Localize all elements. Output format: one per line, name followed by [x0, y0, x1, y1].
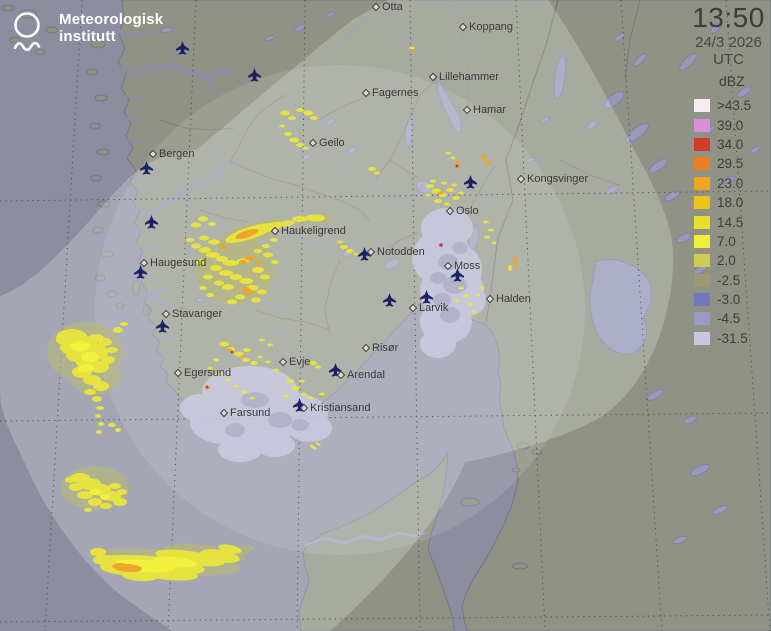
city-notodden: Notodden: [366, 246, 425, 258]
city-farsund: Farsund: [219, 407, 270, 419]
diamond-marker: [278, 357, 288, 367]
diamond-marker: [219, 408, 229, 418]
rivers-layer: [274, 0, 484, 361]
city-koppang: Koppang: [458, 21, 513, 33]
dbz-legend: dBZ >43.5 39.0 34.0 29.5 23.0 18.0 14.5 …: [694, 73, 751, 348]
diamond-marker: [308, 138, 318, 148]
legend-row: 34.0: [694, 135, 751, 154]
diamond-marker: [299, 403, 309, 413]
timezone-label: UTC: [713, 51, 744, 68]
diamond-marker: [408, 303, 418, 313]
diamond-marker: [361, 88, 371, 98]
legend-swatch: [694, 254, 710, 268]
diamond-marker: [139, 258, 149, 268]
airport-icon: [463, 174, 478, 189]
met-institute-logo: Meteorologisk institutt: [10, 9, 163, 57]
airport-icon: [144, 214, 159, 229]
met-logo-text: Meteorologisk institutt: [59, 11, 164, 45]
city-hamar: Hamar: [462, 104, 506, 116]
date-display: 24/3 2026: [695, 34, 762, 51]
met-logo-icon: [13, 12, 41, 52]
diamond-marker: [270, 226, 280, 236]
city-fagernes: Fagernes: [361, 87, 418, 99]
diamond-marker: [445, 206, 455, 216]
airport-icon: [139, 160, 154, 175]
legend-swatch: [694, 137, 710, 151]
city-arendal: Arendal: [336, 369, 385, 381]
precipitation-layer: [47, 46, 519, 582]
fjords-layer: [93, 26, 438, 547]
city-kristiansand: Kristiansand: [299, 402, 371, 414]
diamond-marker: [443, 261, 453, 271]
legend-row: 29.5: [694, 154, 751, 173]
legend-swatch: [694, 331, 710, 345]
city-haukeligrend: Haukeligrend: [270, 225, 346, 237]
airport-icon: [247, 67, 262, 82]
city-haugesund: Haugesund: [139, 257, 206, 269]
diamond-marker: [173, 368, 183, 378]
city-larvik: Larvik: [408, 302, 448, 314]
islands: [1, 4, 543, 570]
legend-row: 39.0: [694, 115, 751, 134]
legend-unit-label: dBZ: [719, 73, 745, 89]
legend-row: -2.5: [694, 271, 751, 290]
city-evje: Evje: [278, 356, 310, 368]
legend-swatch: [694, 157, 710, 171]
city-otta: Otta: [371, 1, 403, 13]
airport-icon: [382, 292, 397, 307]
legend-row: 7.0: [694, 232, 751, 251]
legend-swatch: [694, 118, 710, 132]
legend-swatch: [694, 196, 710, 210]
city-risor: Risør: [361, 342, 398, 354]
legend-swatch: [694, 293, 710, 307]
city-halden: Halden: [485, 293, 531, 305]
time-display: 13:50: [692, 2, 765, 33]
legend-swatch: [694, 234, 710, 248]
legend-swatch: [694, 215, 710, 229]
diamond-marker: [485, 294, 495, 304]
legend-swatch: [694, 99, 710, 113]
city-stavanger: Stavanger: [161, 308, 222, 320]
diamond-marker: [462, 105, 472, 115]
diamond-marker: [336, 370, 346, 380]
airport-icon: [155, 318, 170, 333]
borders-layer: [159, 0, 641, 336]
diamond-marker: [516, 174, 526, 184]
city-oslo: Oslo: [445, 205, 479, 217]
diamond-marker: [366, 247, 376, 257]
city-lillehammer: Lillehammer: [428, 71, 499, 83]
legend-swatch: [694, 176, 710, 190]
diamond-marker: [458, 22, 468, 32]
diamond-marker: [161, 309, 171, 319]
legend-row: -31.5: [694, 329, 751, 348]
legend-swatch: [694, 312, 710, 326]
city-egersund: Egersund: [173, 367, 231, 379]
diamond-marker: [148, 149, 158, 159]
city-bergen: Bergen: [148, 148, 194, 160]
city-kongsvinger: Kongsvinger: [516, 173, 588, 185]
city-moss: Moss: [443, 260, 480, 272]
legend-row: -3.0: [694, 290, 751, 309]
city-geilo: Geilo: [308, 137, 345, 149]
diamond-marker: [371, 2, 381, 12]
legend-row: -4.5: [694, 309, 751, 328]
legend-row: 14.5: [694, 212, 751, 231]
diamond-marker: [428, 72, 438, 82]
diamond-marker: [361, 343, 371, 353]
airport-icon: [175, 40, 190, 55]
legend-swatch: [694, 273, 710, 287]
legend-row: 18.0: [694, 193, 751, 212]
legend-row: 2.0: [694, 251, 751, 270]
legend-row: >43.5: [694, 96, 751, 115]
legend-row: 23.0: [694, 174, 751, 193]
timestamp-block: 13:50 24/3 2026 UTC: [686, 4, 771, 68]
